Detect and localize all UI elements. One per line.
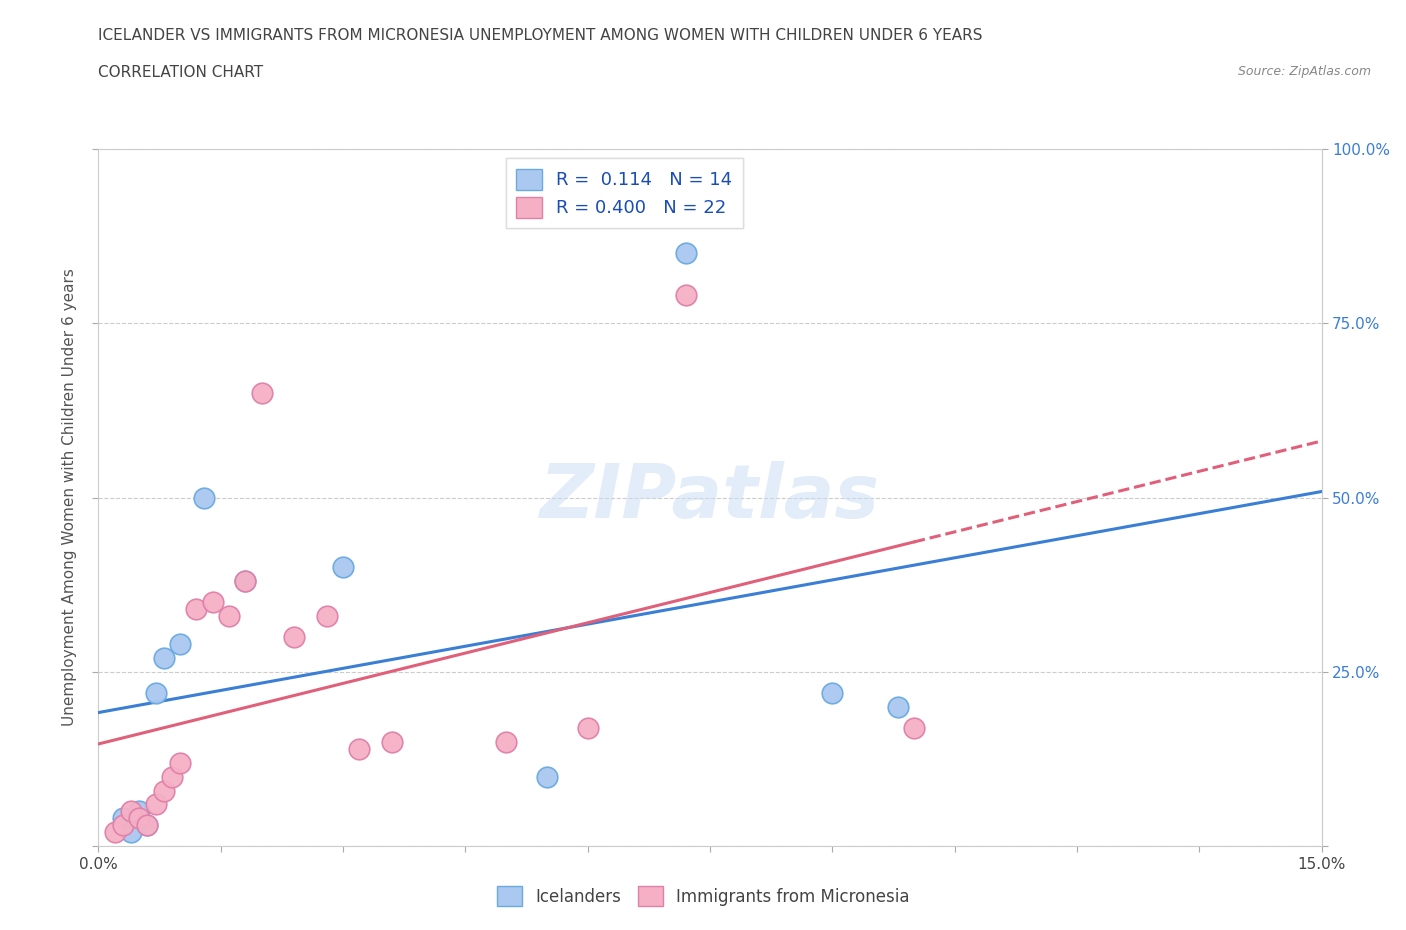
Legend: Icelanders, Immigrants from Micronesia: Icelanders, Immigrants from Micronesia	[489, 880, 917, 912]
Point	[186, 602, 208, 617]
Legend: R =  0.114   N = 14, R = 0.400   N = 22: R = 0.114 N = 14, R = 0.400 N = 22	[506, 158, 744, 229]
Text: Source: ZipAtlas.com: Source: ZipAtlas.com	[1237, 65, 1371, 78]
Point	[152, 651, 174, 666]
Point	[120, 804, 142, 819]
Point	[903, 721, 925, 736]
Point	[145, 685, 167, 700]
Point	[536, 769, 558, 784]
Point	[128, 804, 150, 819]
Point	[169, 755, 191, 770]
Point	[886, 699, 908, 714]
Point	[495, 735, 517, 750]
Point	[111, 811, 134, 826]
Point	[675, 288, 697, 303]
Point	[128, 811, 150, 826]
Text: ZIPatlas: ZIPatlas	[540, 461, 880, 534]
Point	[136, 818, 159, 833]
Point	[193, 490, 215, 505]
Point	[169, 637, 191, 652]
Point	[111, 818, 134, 833]
Point	[349, 741, 371, 756]
Point	[136, 818, 159, 833]
Point	[145, 797, 167, 812]
Point	[152, 783, 174, 798]
Point	[250, 386, 273, 401]
Point	[675, 246, 697, 261]
Point	[218, 609, 240, 624]
Point	[201, 595, 224, 610]
Point	[104, 825, 127, 840]
Point	[160, 769, 183, 784]
Point	[381, 735, 404, 750]
Text: ICELANDER VS IMMIGRANTS FROM MICRONESIA UNEMPLOYMENT AMONG WOMEN WITH CHILDREN U: ICELANDER VS IMMIGRANTS FROM MICRONESIA …	[98, 28, 983, 43]
Point	[821, 685, 844, 700]
Point	[120, 825, 142, 840]
Y-axis label: Unemployment Among Women with Children Under 6 years: Unemployment Among Women with Children U…	[62, 269, 77, 726]
Point	[332, 560, 354, 575]
Point	[576, 721, 599, 736]
Point	[233, 574, 256, 589]
Point	[233, 574, 256, 589]
Text: CORRELATION CHART: CORRELATION CHART	[98, 65, 263, 80]
Point	[283, 630, 305, 644]
Point	[315, 609, 337, 624]
